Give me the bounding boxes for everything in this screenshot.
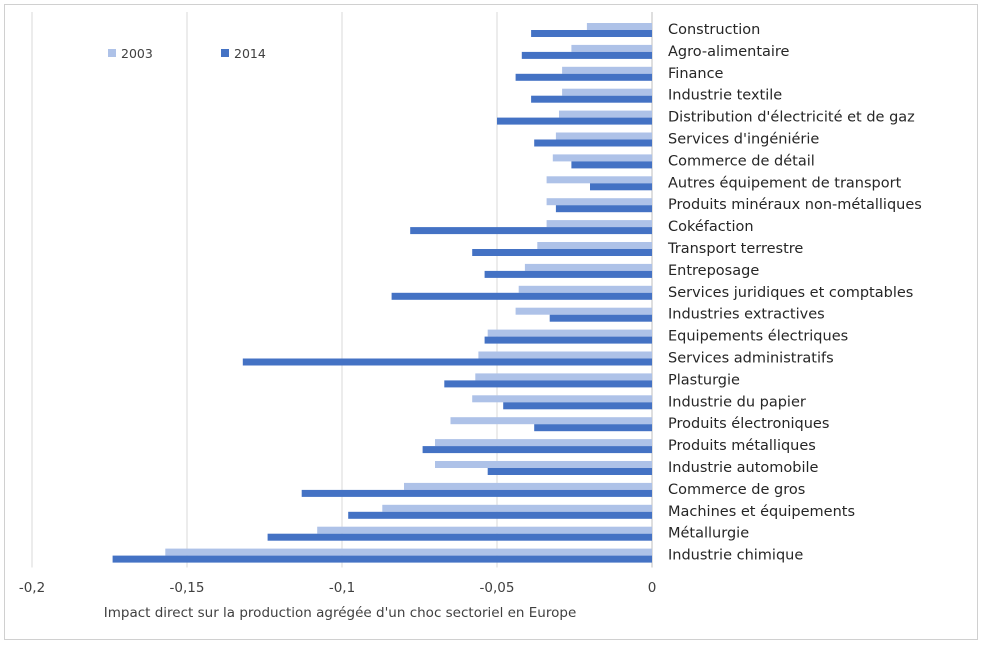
bar-2014 [487,468,652,475]
bar-2003 [404,482,652,490]
bar-2014 [531,95,652,103]
bars [112,23,653,563]
category-label: Equipements électriques [668,329,848,345]
category-label: Agro-alimentaire [668,44,790,60]
bar-2003 [555,132,652,140]
legend-swatch-2014 [221,49,229,57]
category-label: Industrie textile [668,88,782,104]
bar-2014 [549,314,652,322]
category-label: Industrie automobile [668,460,819,476]
category-label: Métallurgie [668,526,749,542]
bar-2014 [590,183,652,191]
bar-2014 [242,358,653,366]
category-label: Industries extractives [668,307,825,323]
category-label: Entreposage [668,263,759,279]
category-label: Distribution d'électricité et de gaz [668,110,915,126]
legend-label-2003: 2003 [121,46,153,61]
bar-2014 [503,402,652,410]
bar-2003 [546,220,652,228]
category-label: Construction [668,22,760,38]
bar-2003 [524,263,652,271]
bar-2003 [487,329,652,337]
bar-2014 [444,380,652,388]
x-tick-label: -0,1 [329,580,355,596]
x-axis-title: Impact direct sur la production agrégée … [104,605,577,621]
category-label: Machines et équipements [668,504,855,520]
bar-2003 [515,307,652,315]
category-label: Services d'ingéniérie [668,132,819,148]
bar-2014 [534,139,652,147]
legend-label-2014: 2014 [234,46,266,61]
bar-2003 [472,395,652,403]
category-labels: Construction Agro-alimentaire Finance Indus… [667,22,922,564]
bar-2003 [562,66,652,74]
x-tick-label: -0,2 [19,580,45,596]
bar-2003 [475,373,652,381]
bar-2014 [555,205,652,213]
bar-2003 [559,110,652,118]
bar-2003 [435,439,652,447]
category-label: Transport terrestre [667,241,803,257]
bar-2014 [267,533,652,541]
bar-2014 [484,336,652,344]
bar-2003 [435,461,652,468]
bar-2014 [571,161,652,169]
bar-2003 [537,242,652,249]
category-label: Autres équipement de transport [668,175,902,191]
category-label: Commerce de détail [668,153,815,169]
category-label: Produits électroniques [668,416,829,432]
bar-2014 [531,30,652,37]
x-tick-label: -0,05 [480,580,515,596]
x-tick-labels: -0,2 -0,15 -0,1 -0,05 0 [19,580,656,596]
bar-2014 [484,270,652,278]
legend-swatch-2003 [108,49,116,57]
category-label: Industrie chimique [668,548,803,564]
bar-2003 [571,44,652,52]
bar-2014 [112,555,653,563]
bar-2003 [546,198,652,206]
bar-2014 [521,51,652,59]
bar-2003 [518,285,652,293]
category-label: Produits métalliques [668,438,816,454]
bar-2014 [410,227,652,235]
legend: 2003 2014 [108,46,266,61]
bar-2003 [382,504,652,512]
category-label: Services administratifs [668,351,834,367]
bar-2003 [562,88,652,96]
bar-2014 [534,424,652,432]
category-label: Industrie du papier [668,394,806,410]
x-tick-label: -0,15 [170,580,205,596]
category-label: Services juridiques et comptables [668,285,913,301]
bar-2003 [165,548,653,556]
category-label: Finance [668,66,724,82]
bar-2003 [317,526,652,534]
bar-2014 [301,489,652,497]
bar-2003 [450,417,652,425]
bar-2003 [552,154,652,162]
bar-2014 [497,117,652,125]
bar-2014 [472,249,652,256]
bar-2014 [515,73,652,81]
bar-2003 [586,23,652,30]
category-label: Cokéfaction [668,219,754,235]
bar-2014 [348,511,652,519]
bar-2014 [391,292,652,300]
category-label: Produits minéraux non-métalliques [668,197,922,213]
bar-2003 [478,351,652,359]
category-label: Commerce de gros [668,482,805,498]
bar-2003 [546,176,652,184]
x-tick-label: 0 [648,580,657,596]
category-label: Plasturgie [668,372,740,388]
bar-2014 [422,446,652,454]
